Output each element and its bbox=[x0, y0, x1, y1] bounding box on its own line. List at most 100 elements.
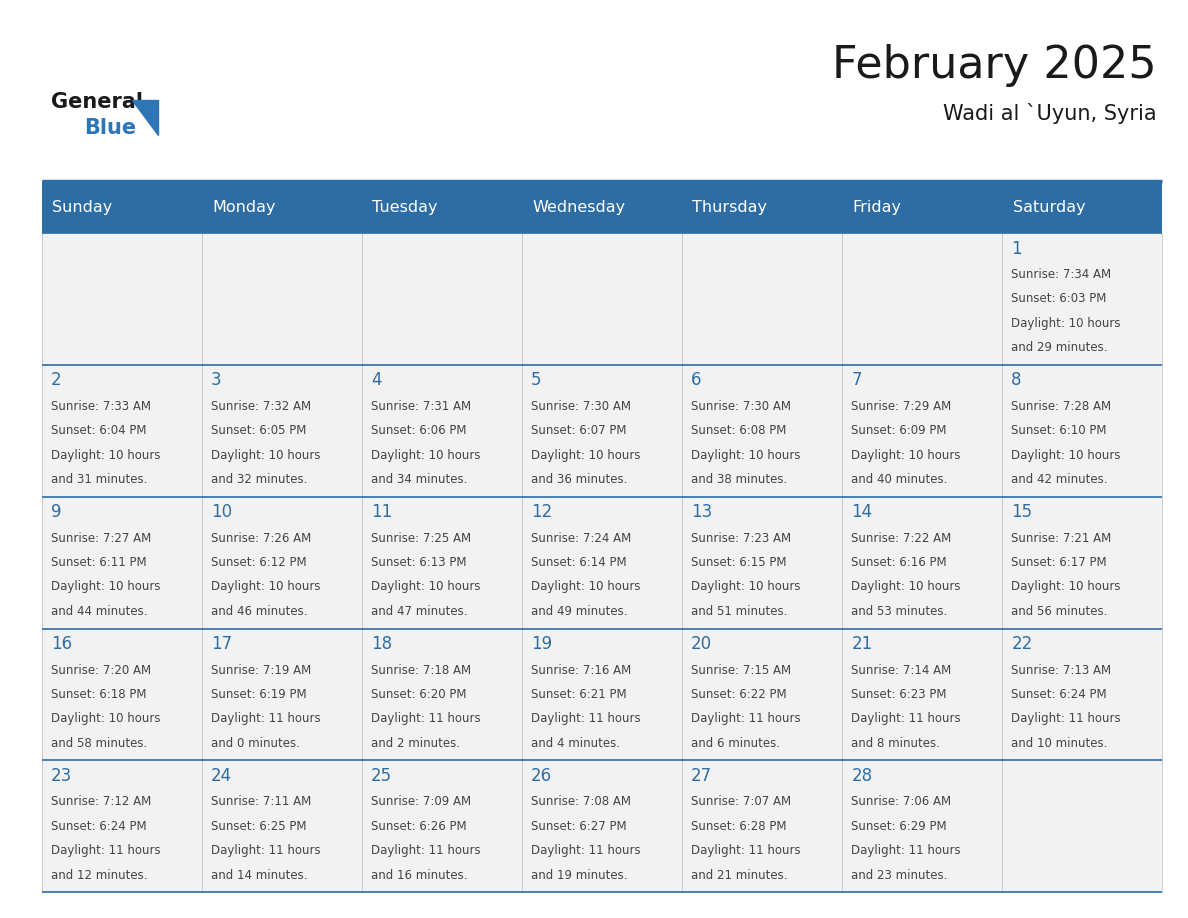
Text: 1: 1 bbox=[1011, 240, 1022, 258]
Text: Sunset: 6:04 PM: Sunset: 6:04 PM bbox=[51, 424, 146, 437]
Text: Daylight: 10 hours: Daylight: 10 hours bbox=[852, 449, 961, 462]
Text: Sunset: 6:03 PM: Sunset: 6:03 PM bbox=[1011, 293, 1107, 306]
Text: and 21 minutes.: and 21 minutes. bbox=[691, 868, 788, 881]
Text: 22: 22 bbox=[1011, 635, 1032, 653]
Text: 19: 19 bbox=[531, 635, 552, 653]
Bar bbox=[361, 629, 522, 760]
Text: Sunrise: 7:33 AM: Sunrise: 7:33 AM bbox=[51, 400, 151, 413]
Text: Sunrise: 7:13 AM: Sunrise: 7:13 AM bbox=[1011, 664, 1112, 677]
Bar bbox=[42, 181, 1162, 233]
Bar bbox=[842, 629, 1001, 760]
Text: 11: 11 bbox=[371, 503, 392, 521]
Text: Sunrise: 7:30 AM: Sunrise: 7:30 AM bbox=[531, 400, 631, 413]
Text: Daylight: 10 hours: Daylight: 10 hours bbox=[211, 449, 321, 462]
Text: Daylight: 11 hours: Daylight: 11 hours bbox=[211, 712, 321, 725]
Bar bbox=[1001, 497, 1162, 629]
Text: Daylight: 10 hours: Daylight: 10 hours bbox=[691, 580, 801, 593]
Bar bbox=[522, 760, 682, 892]
Text: and 47 minutes.: and 47 minutes. bbox=[371, 605, 468, 618]
Text: and 23 minutes.: and 23 minutes. bbox=[852, 868, 948, 881]
Text: 17: 17 bbox=[211, 635, 232, 653]
Text: Sunrise: 7:28 AM: Sunrise: 7:28 AM bbox=[1011, 400, 1112, 413]
Text: and 31 minutes.: and 31 minutes. bbox=[51, 473, 147, 486]
Text: Sunset: 6:24 PM: Sunset: 6:24 PM bbox=[51, 820, 146, 833]
Text: Sunset: 6:21 PM: Sunset: 6:21 PM bbox=[531, 688, 627, 701]
Bar bbox=[522, 365, 682, 497]
Text: and 19 minutes.: and 19 minutes. bbox=[531, 868, 627, 881]
Text: Daylight: 11 hours: Daylight: 11 hours bbox=[1011, 712, 1121, 725]
Text: Sunrise: 7:18 AM: Sunrise: 7:18 AM bbox=[371, 664, 472, 677]
Text: Sunset: 6:19 PM: Sunset: 6:19 PM bbox=[211, 688, 307, 701]
Bar bbox=[682, 233, 842, 365]
Text: Sunrise: 7:14 AM: Sunrise: 7:14 AM bbox=[852, 664, 952, 677]
Text: Daylight: 10 hours: Daylight: 10 hours bbox=[51, 449, 160, 462]
Text: Sunset: 6:28 PM: Sunset: 6:28 PM bbox=[691, 820, 786, 833]
Text: and 40 minutes.: and 40 minutes. bbox=[852, 473, 948, 486]
Text: Sunrise: 7:15 AM: Sunrise: 7:15 AM bbox=[691, 664, 791, 677]
Text: Sunrise: 7:07 AM: Sunrise: 7:07 AM bbox=[691, 795, 791, 809]
Text: and 14 minutes.: and 14 minutes. bbox=[211, 868, 308, 881]
Text: Sunset: 6:11 PM: Sunset: 6:11 PM bbox=[51, 556, 146, 569]
Text: Daylight: 10 hours: Daylight: 10 hours bbox=[1011, 449, 1120, 462]
Text: 27: 27 bbox=[691, 767, 713, 785]
Text: Sunset: 6:23 PM: Sunset: 6:23 PM bbox=[852, 688, 947, 701]
Bar bbox=[842, 497, 1001, 629]
Text: Monday: Monday bbox=[213, 199, 276, 215]
Text: 6: 6 bbox=[691, 372, 702, 389]
Text: and 53 minutes.: and 53 minutes. bbox=[852, 605, 948, 618]
Text: Saturday: Saturday bbox=[1012, 199, 1085, 215]
Text: and 0 minutes.: and 0 minutes. bbox=[211, 736, 301, 750]
Text: and 32 minutes.: and 32 minutes. bbox=[211, 473, 308, 486]
Text: Sunset: 6:18 PM: Sunset: 6:18 PM bbox=[51, 688, 146, 701]
Bar bbox=[842, 365, 1001, 497]
Text: Daylight: 11 hours: Daylight: 11 hours bbox=[371, 712, 481, 725]
Text: Daylight: 11 hours: Daylight: 11 hours bbox=[51, 845, 160, 857]
Text: 20: 20 bbox=[691, 635, 713, 653]
Text: General: General bbox=[51, 92, 143, 112]
Text: and 29 minutes.: and 29 minutes. bbox=[1011, 341, 1108, 354]
Text: Sunrise: 7:24 AM: Sunrise: 7:24 AM bbox=[531, 532, 632, 544]
Text: and 16 minutes.: and 16 minutes. bbox=[371, 868, 468, 881]
Text: Daylight: 10 hours: Daylight: 10 hours bbox=[691, 449, 801, 462]
Text: Daylight: 11 hours: Daylight: 11 hours bbox=[691, 712, 801, 725]
Bar bbox=[1001, 629, 1162, 760]
Text: Daylight: 11 hours: Daylight: 11 hours bbox=[531, 845, 640, 857]
Bar bbox=[42, 365, 202, 497]
Bar bbox=[42, 629, 202, 760]
Text: 15: 15 bbox=[1011, 503, 1032, 521]
Text: Sunset: 6:06 PM: Sunset: 6:06 PM bbox=[371, 424, 467, 437]
Text: Sunset: 6:09 PM: Sunset: 6:09 PM bbox=[852, 424, 947, 437]
Bar bbox=[361, 760, 522, 892]
Text: Sunset: 6:20 PM: Sunset: 6:20 PM bbox=[371, 688, 467, 701]
Text: 5: 5 bbox=[531, 372, 542, 389]
Text: 28: 28 bbox=[852, 767, 872, 785]
Text: Daylight: 11 hours: Daylight: 11 hours bbox=[852, 712, 961, 725]
Bar bbox=[42, 233, 202, 365]
Text: Sunset: 6:05 PM: Sunset: 6:05 PM bbox=[211, 424, 307, 437]
Text: and 8 minutes.: and 8 minutes. bbox=[852, 736, 940, 750]
Text: Daylight: 11 hours: Daylight: 11 hours bbox=[531, 712, 640, 725]
Text: and 38 minutes.: and 38 minutes. bbox=[691, 473, 788, 486]
Text: Sunrise: 7:23 AM: Sunrise: 7:23 AM bbox=[691, 532, 791, 544]
Text: Sunrise: 7:11 AM: Sunrise: 7:11 AM bbox=[211, 795, 311, 809]
Text: Sunset: 6:14 PM: Sunset: 6:14 PM bbox=[531, 556, 627, 569]
Text: Sunset: 6:15 PM: Sunset: 6:15 PM bbox=[691, 556, 786, 569]
Bar bbox=[682, 365, 842, 497]
Text: and 12 minutes.: and 12 minutes. bbox=[51, 868, 147, 881]
Text: Sunrise: 7:25 AM: Sunrise: 7:25 AM bbox=[371, 532, 472, 544]
Text: Sunrise: 7:12 AM: Sunrise: 7:12 AM bbox=[51, 795, 151, 809]
Text: Sunrise: 7:26 AM: Sunrise: 7:26 AM bbox=[211, 532, 311, 544]
Text: and 34 minutes.: and 34 minutes. bbox=[371, 473, 468, 486]
Text: Blue: Blue bbox=[84, 118, 137, 138]
Text: Thursday: Thursday bbox=[693, 199, 767, 215]
Text: 24: 24 bbox=[211, 767, 232, 785]
Bar bbox=[522, 497, 682, 629]
Text: 2: 2 bbox=[51, 372, 62, 389]
Bar bbox=[202, 365, 361, 497]
Text: Daylight: 11 hours: Daylight: 11 hours bbox=[852, 845, 961, 857]
Text: Sunrise: 7:06 AM: Sunrise: 7:06 AM bbox=[852, 795, 952, 809]
Text: Sunrise: 7:20 AM: Sunrise: 7:20 AM bbox=[51, 664, 151, 677]
Text: and 49 minutes.: and 49 minutes. bbox=[531, 605, 627, 618]
Text: and 36 minutes.: and 36 minutes. bbox=[531, 473, 627, 486]
Bar bbox=[361, 497, 522, 629]
